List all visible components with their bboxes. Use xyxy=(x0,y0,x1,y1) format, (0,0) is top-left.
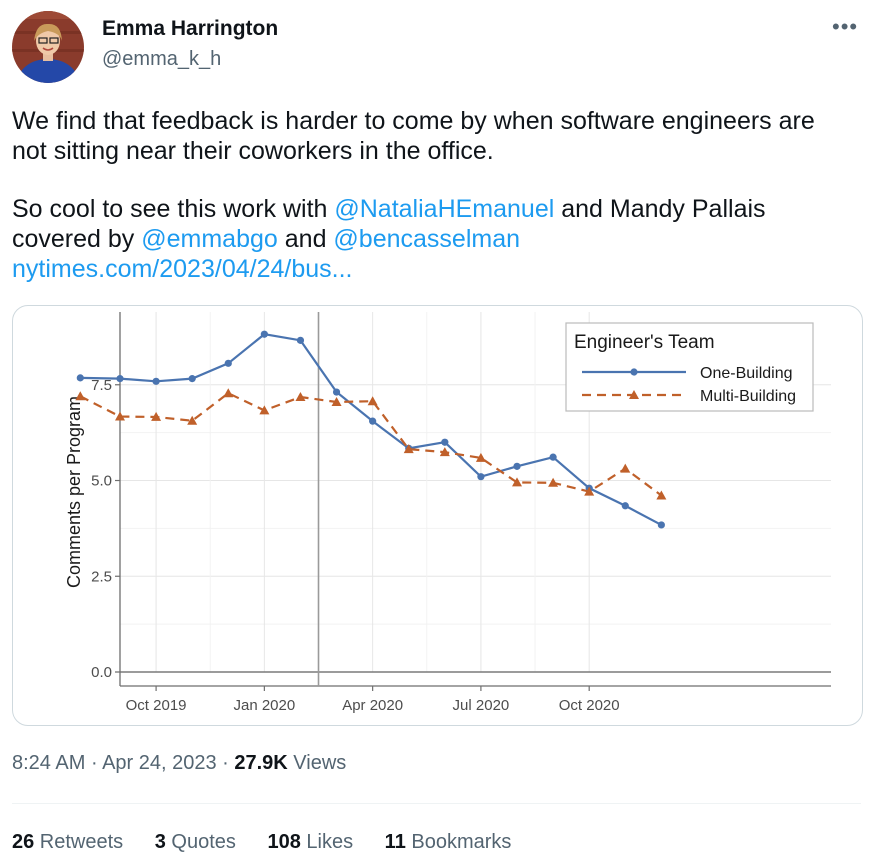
retweets-label: Retweets xyxy=(34,831,124,853)
y-tick-label: 0.0 xyxy=(91,664,112,681)
data-point-multi-building xyxy=(367,396,378,406)
avatar[interactable] xyxy=(12,11,84,83)
tweet-text-segment: So cool to see this work with xyxy=(12,195,335,223)
tweet-date[interactable]: Apr 24, 2023 xyxy=(102,752,217,774)
data-point-one-building xyxy=(296,336,305,344)
divider xyxy=(12,803,861,804)
tweet-time[interactable]: 8:24 AM xyxy=(12,752,86,774)
legend-marker xyxy=(630,368,638,376)
mention-bencasselman[interactable]: @bencasselman xyxy=(333,225,521,253)
tweet-meta: 8:24 AM · Apr 24, 2023 · 27.9K Views xyxy=(12,752,346,775)
data-point-one-building xyxy=(332,388,341,396)
legend-title: Engineer's Team xyxy=(574,332,715,353)
mention-nataliahemanuel[interactable]: @NataliaHEmanuel xyxy=(334,195,555,223)
tweet-line: covered by @emmabgo and @bencasselman xyxy=(12,224,867,254)
legend-box xyxy=(565,322,814,412)
x-tick-label: Apr 2020 xyxy=(342,697,403,714)
line-chart: 0.0 2.5 5.0 7.5 Oct 2019 Jan 2020 Apr 2020 Jul … xyxy=(64,312,831,714)
data-point-one-building xyxy=(477,473,485,481)
bookmarks-stat[interactable]: 11 Bookmarks xyxy=(385,831,512,853)
data-point-multi-building xyxy=(331,397,342,406)
bookmarks-count: 11 xyxy=(384,831,406,853)
y-tick-label: 7.5 xyxy=(91,377,112,394)
data-point-one-building xyxy=(621,502,629,510)
data-point-multi-building xyxy=(75,391,86,401)
y-tick-label: 2.5 xyxy=(91,568,112,585)
views-label: Views xyxy=(287,752,347,774)
data-point-multi-building xyxy=(656,490,667,500)
chart-image[interactable]: 0.0 2.5 5.0 7.5 Oct 2019 Jan 2020 Apr 2020 Jul … xyxy=(12,305,863,726)
mention-emmabgo[interactable]: @emmabgo xyxy=(141,225,278,253)
data-point-one-building xyxy=(260,330,268,338)
data-point-multi-building xyxy=(223,388,234,398)
data-point-one-building xyxy=(76,374,84,382)
views-count: 27.9K xyxy=(234,752,288,774)
meta-separator: · xyxy=(216,752,235,774)
data-point-one-building xyxy=(369,417,377,425)
x-tick-label: Oct 2019 xyxy=(126,697,187,714)
x-tick-label: Jan 2020 xyxy=(233,697,295,714)
legend-label: One-Building xyxy=(700,365,793,382)
likes-stat[interactable]: 108 Likes xyxy=(267,831,353,853)
tweet-line: So cool to see this work with @NataliaHE… xyxy=(12,194,867,224)
retweets-count: 26 xyxy=(12,831,35,853)
data-point-multi-building xyxy=(115,411,125,421)
bookmarks-label: Bookmarks xyxy=(405,831,512,853)
data-point-one-building xyxy=(657,521,665,529)
quotes-stat[interactable]: 3 Quotes xyxy=(155,831,236,853)
tweet-line: We find that feedback is harder to come … xyxy=(12,107,815,135)
quotes-label: Quotes xyxy=(165,831,236,853)
data-point-one-building xyxy=(549,453,557,461)
data-point-one-building xyxy=(441,438,449,446)
data-point-multi-building xyxy=(512,477,523,487)
y-tick-label: 5.0 xyxy=(91,473,112,490)
tweet-line: not sitting near their coworkers in the … xyxy=(12,137,494,165)
quotes-count: 3 xyxy=(154,831,166,853)
likes-count: 108 xyxy=(267,831,301,853)
y-axis-label: Comments per Program xyxy=(64,396,84,588)
data-point-one-building xyxy=(116,375,124,383)
tweet-text-segment: and Mandy Pallais xyxy=(554,195,766,223)
retweets-stat[interactable]: 26 Retweets xyxy=(12,831,123,853)
data-point-multi-building xyxy=(584,486,595,496)
data-point-one-building xyxy=(188,375,196,383)
x-tick-label: Jul 2020 xyxy=(453,697,510,714)
data-point-multi-building xyxy=(620,463,631,473)
data-point-multi-building xyxy=(403,444,414,454)
author-handle[interactable]: @emma_k_h xyxy=(102,48,222,70)
x-tick-label: Oct 2020 xyxy=(559,697,620,714)
likes-label: Likes xyxy=(300,831,354,853)
meta-separator: · xyxy=(85,752,103,774)
tweet-text-segment: and xyxy=(277,225,334,253)
more-options-icon[interactable]: ••• xyxy=(832,14,859,39)
data-point-multi-building xyxy=(295,392,306,402)
data-point-multi-building xyxy=(259,405,270,415)
tweet-line: nytimes.com/2023/04/24/bus... xyxy=(12,254,867,284)
engagement-stats: 26 Retweets 3 Quotes 108 Likes 11 Bookma… xyxy=(12,831,537,854)
data-point-multi-building xyxy=(151,411,162,421)
author-name[interactable]: Emma Harrington xyxy=(102,17,279,40)
data-point-one-building xyxy=(152,377,160,385)
article-link[interactable]: nytimes.com/2023/04/24/bus... xyxy=(12,255,353,283)
data-point-multi-building xyxy=(187,415,198,425)
tweet-text: We find that feedback is harder to come … xyxy=(12,106,867,284)
data-point-multi-building xyxy=(475,452,486,462)
data-point-multi-building xyxy=(548,477,559,487)
data-point-multi-building xyxy=(439,447,450,457)
tweet-text-segment: covered by xyxy=(12,225,142,253)
legend-marker xyxy=(629,390,639,399)
legend-label: Multi-Building xyxy=(700,388,796,405)
data-point-one-building xyxy=(224,359,232,367)
data-point-one-building xyxy=(513,462,521,470)
